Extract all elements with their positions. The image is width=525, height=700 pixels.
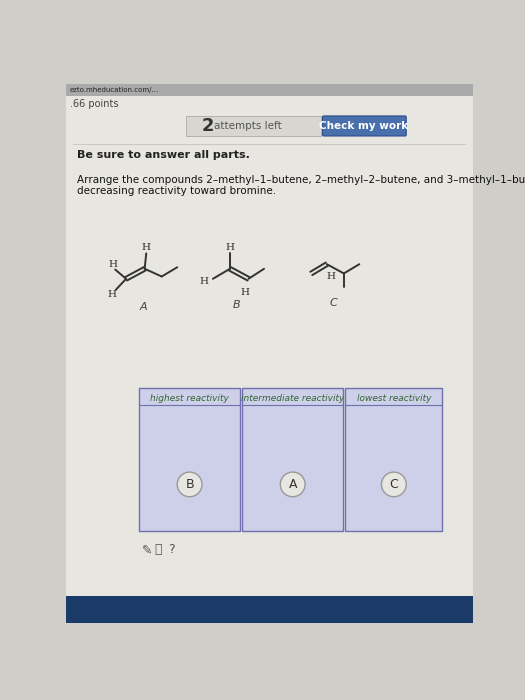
Text: H: H (225, 243, 235, 252)
Text: 2: 2 (201, 118, 214, 135)
Text: Arrange the compounds 2–methyl–1–butene, 2–methyl–2–butene, and 3–methyl–1–buten: Arrange the compounds 2–methyl–1–butene,… (77, 175, 525, 185)
Text: H: H (199, 277, 208, 286)
Text: Check my work: Check my work (319, 121, 408, 132)
FancyBboxPatch shape (345, 388, 442, 531)
Text: attempts left: attempts left (214, 121, 281, 132)
Text: H: H (108, 290, 117, 299)
FancyBboxPatch shape (66, 84, 472, 95)
Circle shape (382, 472, 406, 497)
Text: 🗑: 🗑 (155, 543, 162, 556)
Circle shape (177, 472, 202, 497)
Text: H: H (327, 272, 336, 281)
Text: ✎: ✎ (142, 543, 152, 556)
FancyBboxPatch shape (66, 95, 472, 623)
FancyBboxPatch shape (139, 388, 240, 531)
FancyBboxPatch shape (322, 116, 406, 136)
Text: C: C (329, 298, 337, 308)
Text: B: B (185, 478, 194, 491)
Text: .66 points: .66 points (69, 99, 118, 109)
FancyBboxPatch shape (66, 596, 472, 623)
Text: H: H (142, 243, 151, 252)
Text: highest reactivity: highest reactivity (150, 393, 229, 402)
Text: Be sure to answer all parts.: Be sure to answer all parts. (77, 150, 250, 160)
Text: intermediate reactivity: intermediate reactivity (241, 393, 344, 402)
Text: H: H (240, 288, 249, 298)
Text: lowest reactivity: lowest reactivity (356, 393, 431, 402)
Text: C: C (390, 478, 398, 491)
Text: A: A (139, 302, 147, 312)
Circle shape (280, 472, 305, 497)
Text: ?: ? (168, 543, 174, 556)
Text: H: H (108, 260, 118, 270)
Text: ezto.mheducation.com/...: ezto.mheducation.com/... (69, 88, 159, 93)
FancyBboxPatch shape (186, 116, 321, 136)
Text: decreasing reactivity toward bromine.: decreasing reactivity toward bromine. (77, 186, 276, 197)
FancyBboxPatch shape (243, 388, 343, 531)
Text: B: B (232, 300, 240, 310)
Text: A: A (288, 478, 297, 491)
